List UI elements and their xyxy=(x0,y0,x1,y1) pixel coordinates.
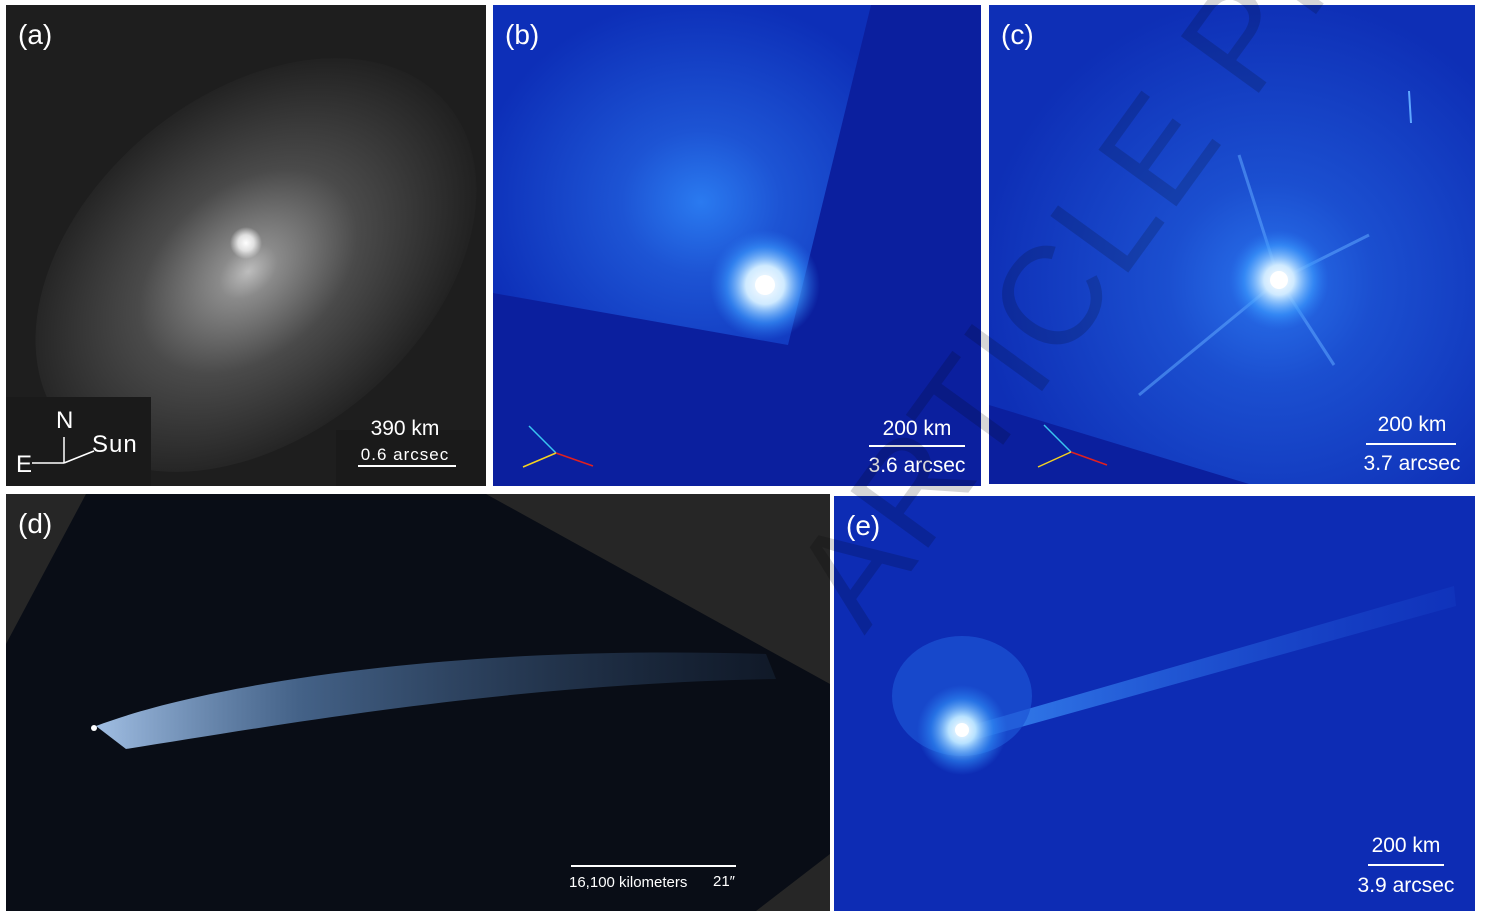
scale-angle: 21″ xyxy=(713,873,735,890)
comet-tail xyxy=(962,586,1456,740)
scale-angle: 0.6 arcsec xyxy=(360,445,450,464)
comet-nucleus xyxy=(230,227,262,259)
comet-nucleus xyxy=(955,723,969,737)
panel-label: (a) xyxy=(18,19,53,50)
scale-bar xyxy=(1368,864,1444,866)
panel-label: (c) xyxy=(1001,19,1034,50)
scale-angle: 3.9 arcsec xyxy=(1357,874,1455,897)
panel-e: (e) 200 km 3.9 arcsec xyxy=(834,496,1475,911)
comet-tail xyxy=(96,652,776,749)
panel-a-image xyxy=(6,5,486,486)
compass-north-label: N xyxy=(56,407,74,434)
panel-label: (e) xyxy=(846,510,881,541)
compass-sun-label: Sun xyxy=(92,431,138,458)
scale-bar xyxy=(1366,443,1456,445)
comet-nucleus xyxy=(755,275,775,295)
panel-c: (c) 200 km 3.7 arcsec xyxy=(989,5,1475,484)
scale-angle: 3.6 arcsec xyxy=(868,454,966,477)
compass-rose xyxy=(32,437,95,464)
comet-nucleus xyxy=(1270,271,1288,289)
panel-c-image xyxy=(989,5,1475,484)
panel-b-image xyxy=(493,5,981,486)
scale-distance: 16,100 kilometers xyxy=(569,874,688,891)
panel-b: (b) 200 km 3.6 arcsec xyxy=(493,5,981,486)
scale-distance: 200 km xyxy=(882,417,952,440)
panel-e-image xyxy=(834,496,1475,911)
direction-arrows xyxy=(522,425,594,468)
direction-arrows xyxy=(1037,424,1108,468)
panel-d-image xyxy=(6,494,830,911)
panel-label: (b) xyxy=(505,19,540,50)
scale-bar xyxy=(358,465,456,467)
scale-bar xyxy=(869,445,965,447)
comet-nucleus xyxy=(91,725,97,731)
panel-label: (d) xyxy=(18,508,53,539)
compass-east-label: E xyxy=(16,451,33,478)
scale-distance: 200 km xyxy=(1377,413,1447,436)
scale-angle: 3.7 arcsec xyxy=(1363,452,1461,475)
scale-distance: 390 km xyxy=(370,417,440,440)
panel-d: (d) 16,100 kilometers 21″ xyxy=(6,494,830,911)
scale-distance: 200 km xyxy=(1371,834,1441,857)
panel-a: (a) N E Sun 390 km 0.6 arcsec xyxy=(6,5,486,486)
